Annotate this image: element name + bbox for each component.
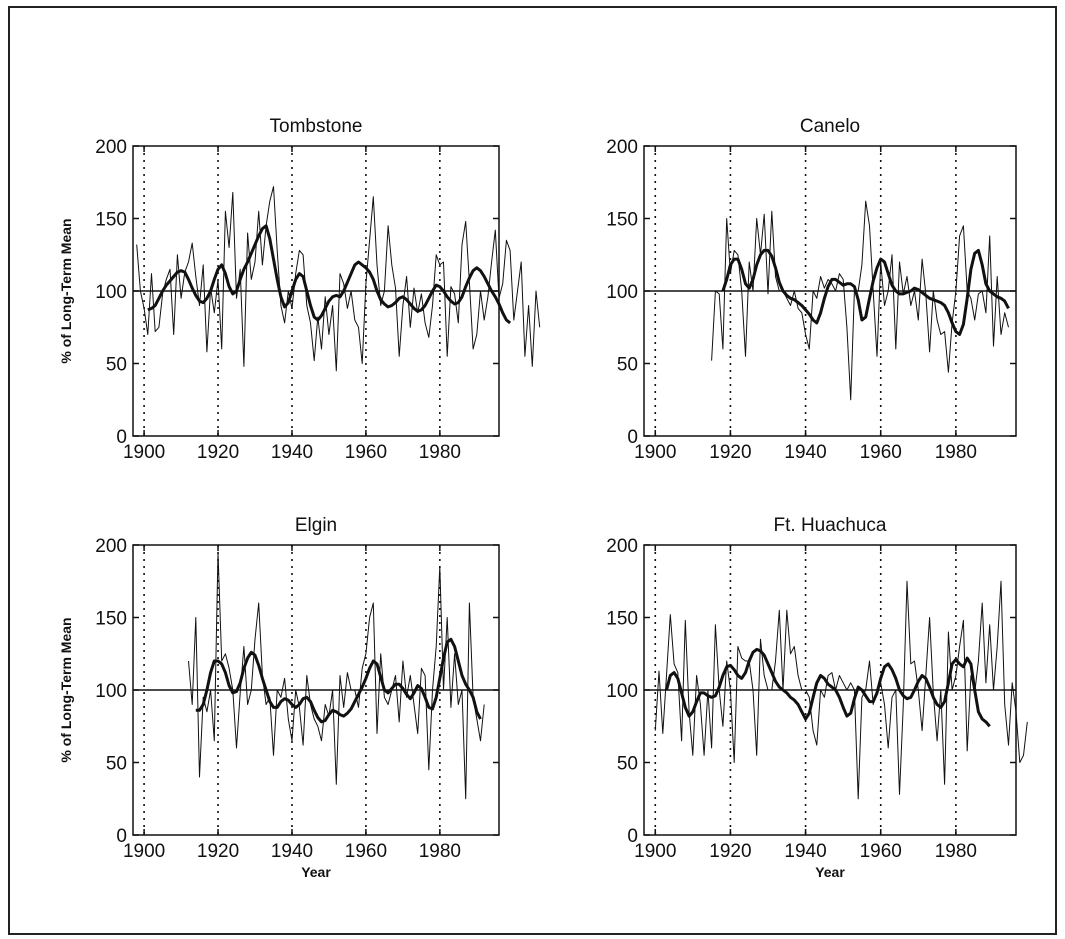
figure-frame <box>8 6 1057 935</box>
y-tick-label: 0 <box>116 826 127 847</box>
smoothed-series-line <box>721 248 1010 336</box>
x-tick-label: 1940 <box>271 442 313 463</box>
x-tick-label: 1980 <box>419 841 461 862</box>
y-tick-label: 0 <box>627 826 638 847</box>
y-tick-label: 0 <box>116 427 127 448</box>
annual-series-line <box>188 551 485 800</box>
x-tick-label: 1900 <box>634 442 676 463</box>
chart-title: Canelo <box>800 116 860 137</box>
y-tick-label: 50 <box>106 355 127 376</box>
x-tick-label: 1920 <box>709 841 751 862</box>
x-tick-label: 1960 <box>345 442 387 463</box>
y-tick-label: 150 <box>606 210 638 231</box>
x-tick-label: 1900 <box>634 841 676 862</box>
y-tick-label: 100 <box>95 681 127 702</box>
x-tick-label: 1900 <box>123 442 165 463</box>
chart-title: Ft. Huachuca <box>774 515 887 536</box>
y-tick-label: 150 <box>95 210 127 231</box>
x-tick-label: 1960 <box>860 442 902 463</box>
y-tick-label: 200 <box>95 536 127 557</box>
chart-panel-3: 0 50 100 150 200 1900 1920 1940 1960 1980 Ft. Huac… <box>606 515 1028 880</box>
chart-title: Elgin <box>295 515 337 536</box>
y-axis-label: % of Long-Term Mean <box>58 218 74 363</box>
chart-panel-1: 0 50 100 150 200 1900 1920 1940 1960 1980 Canelo <box>606 116 1017 463</box>
y-tick-label: 150 <box>95 609 127 630</box>
y-tick-label: 50 <box>617 754 638 775</box>
x-tick-label: 1940 <box>271 841 313 862</box>
x-tick-label: 1940 <box>784 442 826 463</box>
y-tick-label: 100 <box>606 282 638 303</box>
x-axis-label: Year <box>301 864 331 880</box>
x-tick-label: 1960 <box>345 841 387 862</box>
x-tick-label: 1900 <box>123 841 165 862</box>
y-tick-label: 100 <box>95 282 127 303</box>
annual-series-line <box>136 186 541 372</box>
chart-panel-2: 0 50 100 150 200 1900 1920 1940 1960 1980 Elgin Yea… <box>58 515 500 880</box>
y-tick-label: 200 <box>95 137 127 158</box>
x-tick-label: 1980 <box>935 841 977 862</box>
x-tick-label: 1920 <box>197 442 239 463</box>
chart-panel-0: 0 50 100 150 200 1900 1920 1940 1960 1980 Tombston… <box>58 116 541 463</box>
y-axis-label: % of Long-Term Mean <box>58 617 74 762</box>
x-tick-label: 1940 <box>784 841 826 862</box>
chart-title: Tombstone <box>270 116 363 137</box>
smoothed-series-line <box>195 637 482 724</box>
y-tick-label: 150 <box>606 609 638 630</box>
x-tick-label: 1920 <box>709 442 751 463</box>
smoothed-series-line <box>665 647 991 728</box>
y-tick-label: 50 <box>617 355 638 376</box>
x-axis-label: Year <box>815 864 845 880</box>
x-tick-label: 1920 <box>197 841 239 862</box>
x-tick-label: 1960 <box>860 841 902 862</box>
y-tick-label: 100 <box>606 681 638 702</box>
annual-series-line <box>711 200 1009 401</box>
y-tick-label: 0 <box>627 427 638 448</box>
y-tick-label: 200 <box>606 536 638 557</box>
x-tick-label: 1980 <box>419 442 461 463</box>
annual-series-line <box>654 580 1028 800</box>
y-tick-label: 50 <box>106 754 127 775</box>
y-tick-label: 200 <box>606 137 638 158</box>
x-tick-label: 1980 <box>935 442 977 463</box>
smoothed-series-line <box>147 224 512 325</box>
